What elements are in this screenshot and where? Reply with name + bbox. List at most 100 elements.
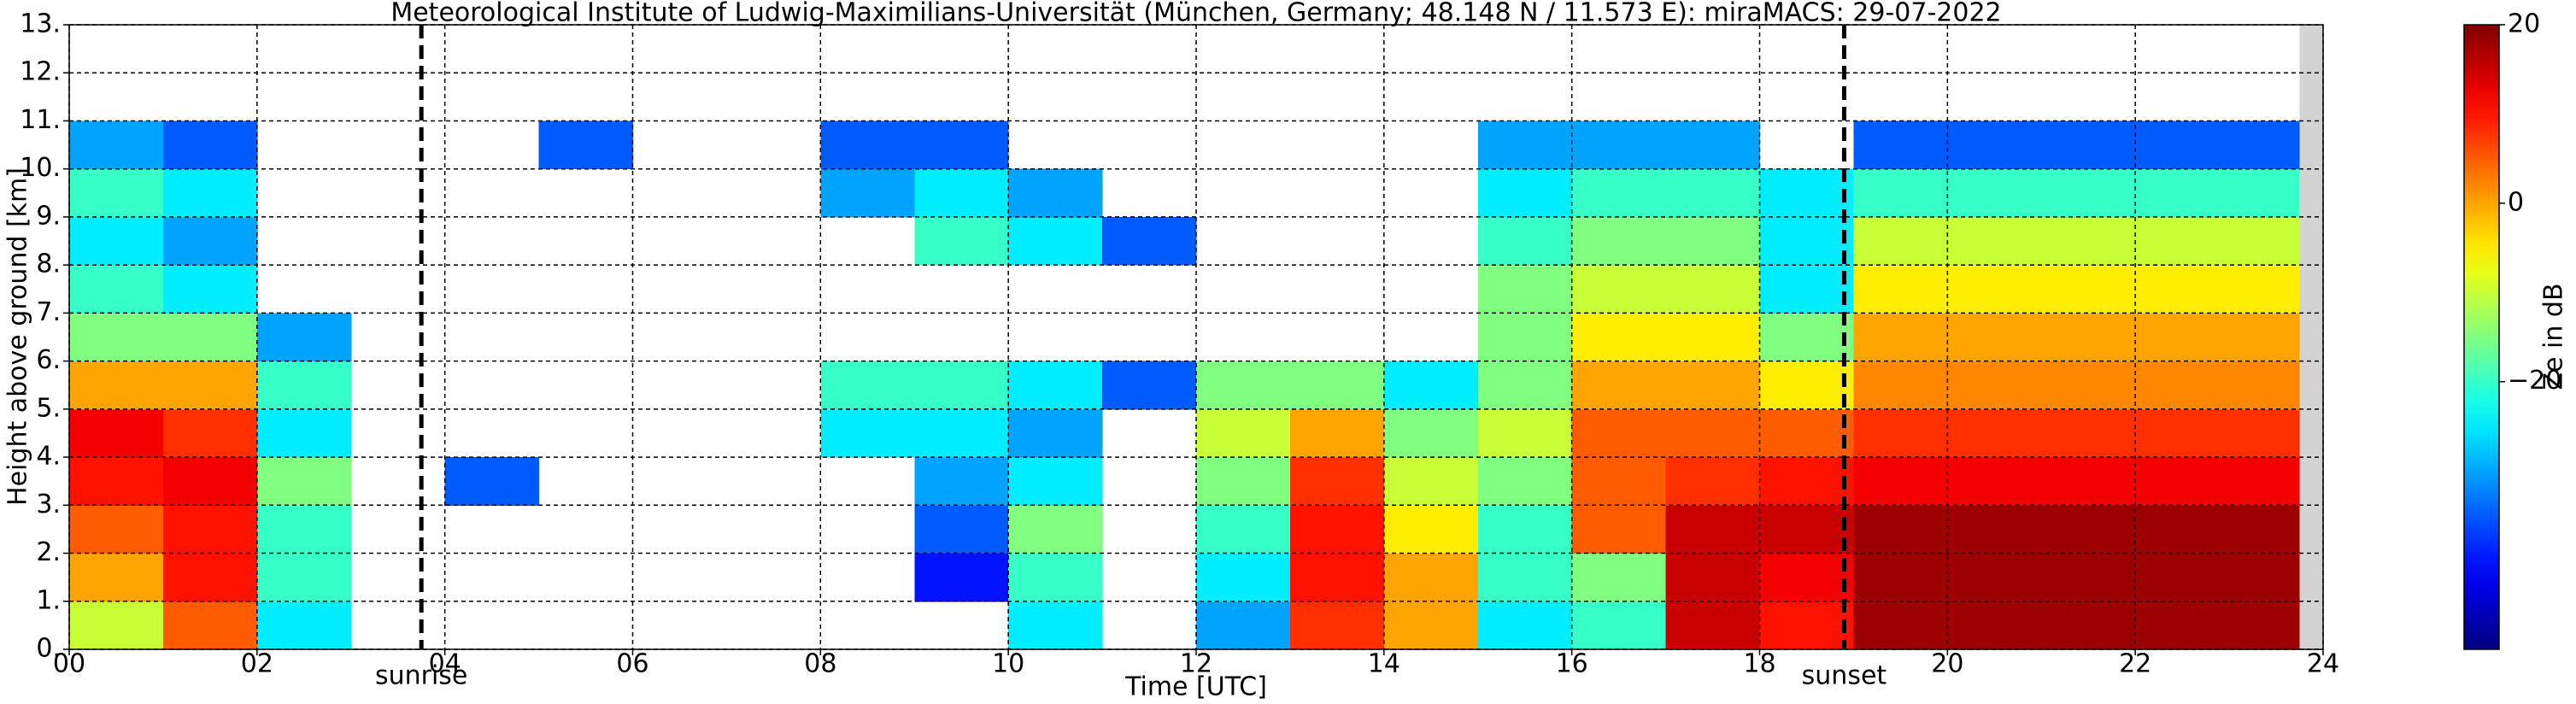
y-tick-label: 8. [36,249,61,279]
cell [1853,553,1948,602]
cell [1759,457,1854,506]
x-tick-label: 10 [992,649,1024,679]
cell [1665,216,1760,266]
cell [1289,505,1385,554]
cell [1477,265,1573,314]
cell [69,216,164,266]
cell [1947,265,2042,314]
x-tick-label: 24 [2307,649,2339,679]
x-tick-label: 22 [2119,649,2151,679]
cell [1665,601,1760,650]
cell [1477,457,1573,506]
cell [1571,168,1667,218]
cell [820,408,915,458]
y-tick-label: 7. [36,297,61,327]
y-tick-label: 9. [36,201,61,231]
cell [1665,313,1760,362]
cell [1759,168,1854,218]
cell [2041,601,2136,650]
y-tick-label: 13. [20,9,61,39]
cell [69,408,164,458]
x-tick-label: 06 [616,649,648,679]
y-tick-label: 6. [36,345,61,375]
cell [1196,553,1291,602]
cell [1477,120,1573,170]
cell [2135,216,2230,266]
cell [1759,265,1854,314]
cell [1571,408,1667,458]
cell [1008,553,1103,602]
cell [1289,553,1385,602]
cell [1947,168,2042,218]
cell [2041,216,2136,266]
cell [820,120,915,170]
cell [1477,601,1573,650]
cell [1289,601,1385,650]
cell [1571,457,1667,506]
cell [914,457,1009,506]
y-axis-label: Height above ground [km] [3,167,33,506]
cell [1853,408,1948,458]
cell [2135,313,2230,362]
cell [1196,408,1291,458]
x-tick-label: 00 [53,649,85,679]
x-tick-label: 08 [804,649,836,679]
cell [69,120,164,170]
cell [820,168,915,218]
cell [1759,361,1854,410]
cell [69,265,164,314]
cell [1008,361,1103,410]
cell [1947,120,2042,170]
cell [1665,120,1760,170]
x-tick-label: 04 [429,649,461,679]
y-tick-label: 12. [20,57,61,87]
colorbar-tick-label: 0 [2508,187,2524,217]
cell [2135,553,2230,602]
cell [1196,505,1291,554]
y-tick-label: 3. [36,490,61,519]
cell [1665,408,1760,458]
x-tick-label: 16 [1556,649,1588,679]
cell [1196,601,1291,650]
cell [1102,216,1197,266]
cell [1853,313,1948,362]
cell [69,457,164,506]
cell [1477,216,1573,266]
cell [1759,313,1854,362]
cell [162,265,258,314]
x-axis-label: Time [UTC] [1124,672,1267,702]
cell [2041,168,2136,218]
cell [1947,313,2042,362]
cell [914,216,1009,266]
cell [162,120,258,170]
cell [914,553,1009,602]
cell [1853,120,1948,170]
y-tick-label: 1. [36,585,61,615]
cell [1383,408,1479,458]
cell [256,361,352,410]
cell [1853,265,1948,314]
cell [2135,168,2230,218]
plot-frame [68,24,2324,650]
chart-title: Meteorological Institute of Ludwig-Maxim… [390,0,2001,28]
cell [1853,505,1948,554]
cell [1665,265,1760,314]
y-tick-label: 0. [36,634,61,664]
cell [1383,457,1479,506]
cell [1947,457,2042,506]
x-tick-label: 18 [1743,649,1775,679]
cell [1477,505,1573,554]
cell [2041,505,2136,554]
cell [1853,601,1948,650]
cell [69,505,164,554]
cell [1665,553,1760,602]
cell [1853,216,1948,266]
colorbar [2463,24,2500,650]
cell [162,313,258,362]
cell [1477,553,1573,602]
cell [1947,216,2042,266]
cell [69,553,164,602]
cell [1947,505,2042,554]
